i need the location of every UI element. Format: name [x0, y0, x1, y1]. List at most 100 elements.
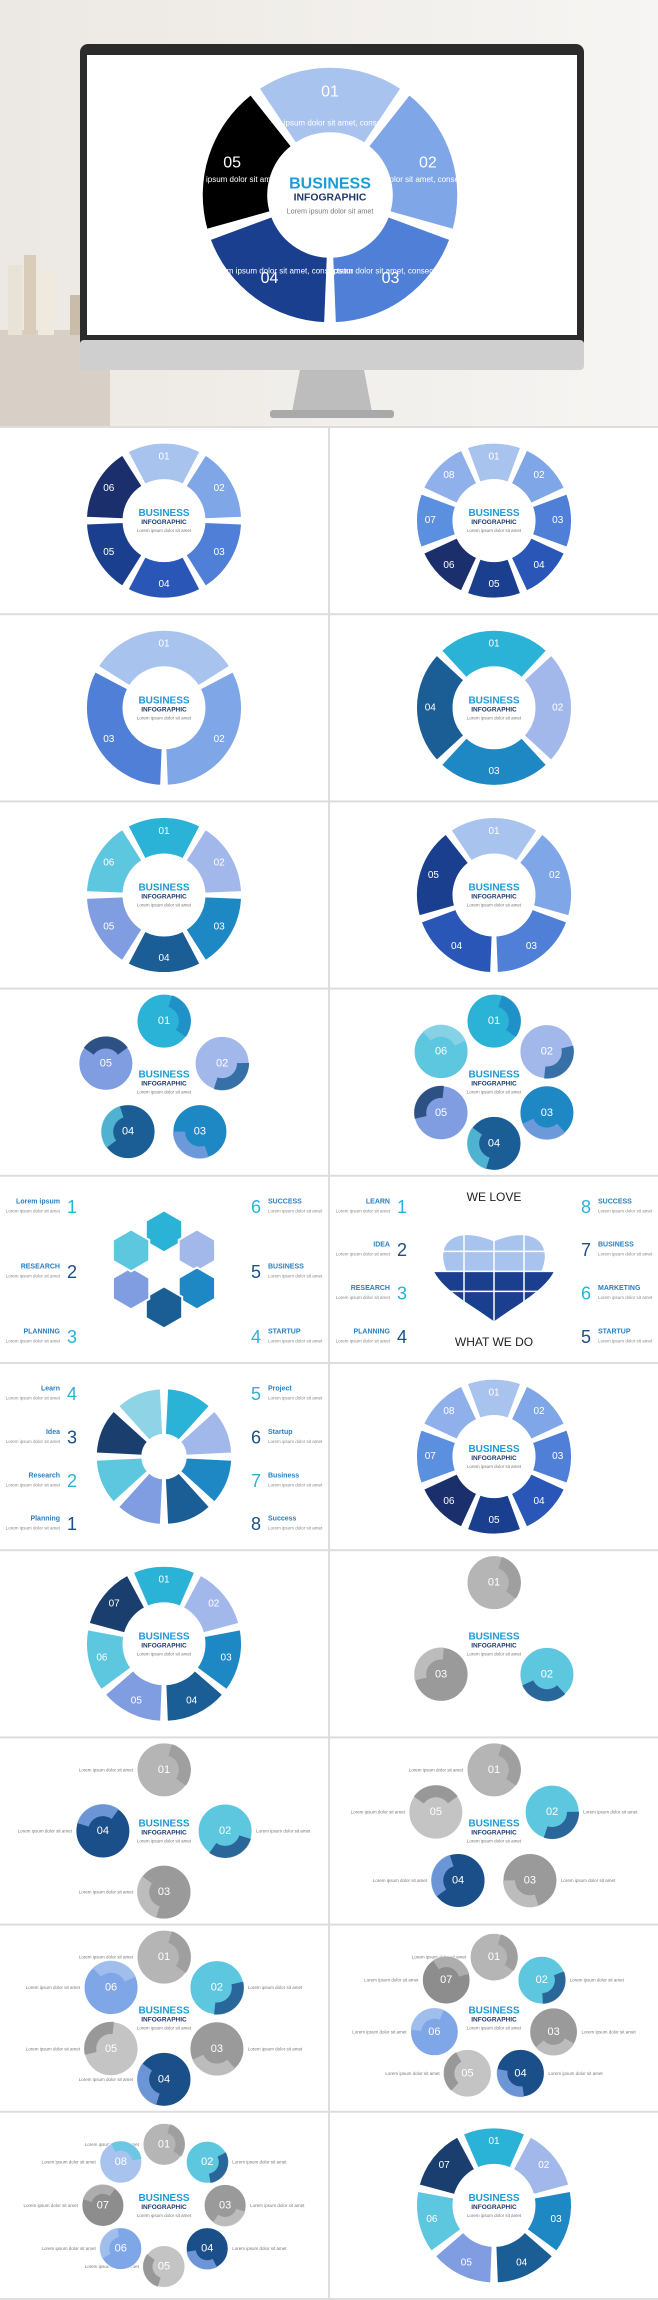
segment-number: 04	[516, 2257, 528, 2268]
item-number: 02	[546, 1806, 558, 1818]
item-text: Lorem ipsum dolor sit amet	[583, 1810, 638, 1815]
center-title: BUSINESS	[289, 175, 371, 192]
ring-segment	[525, 2190, 573, 2253]
book	[8, 265, 22, 335]
ring-segment	[85, 1628, 133, 1691]
segment-number: 02	[214, 734, 226, 745]
item-circle-half	[192, 2054, 236, 2076]
item-text: Lorem ipsum dolor sit amet	[79, 1955, 134, 1960]
segment-number: 01	[488, 2136, 500, 2147]
side-label: Startup	[268, 1429, 293, 1436]
item-text: Lorem ipsum dolor sit amet	[364, 1978, 419, 1983]
center-caption: Lorem ipsum dolor sit amet	[467, 1090, 522, 1095]
segment-number: 01	[158, 826, 170, 837]
side-text: Lorem ipsum dolor sit amet	[598, 1339, 653, 1344]
item-text: Lorem ipsum dolor sit amet	[373, 1878, 428, 1883]
side-text: Lorem ipsum dolor sit amet	[598, 1252, 653, 1257]
segment-number: 01	[158, 1575, 170, 1586]
book	[24, 255, 36, 335]
center-title: BUSINESS	[138, 2006, 189, 2017]
segment-number: 05	[103, 547, 115, 558]
ring-segment	[331, 215, 452, 324]
item-number: 01	[158, 1015, 170, 1027]
segment-number: 06	[443, 560, 455, 571]
item-text: Lorem ipsum dolor sit amet	[26, 1985, 81, 1990]
item-circle-half	[544, 1045, 574, 1079]
side-label: Success	[268, 1516, 297, 1523]
side-text: Lorem ipsum dolor sit amet	[6, 1339, 61, 1344]
item-circle-half	[214, 1981, 244, 2015]
item-text: Lorem ipsum dolor sit amet	[409, 1767, 464, 1772]
slide	[0, 1364, 328, 1550]
segment-number: 07	[109, 1599, 121, 1610]
item-number: 01	[488, 1577, 500, 1589]
item-circle-half	[84, 2021, 114, 2055]
side-label: Learn	[41, 1386, 60, 1393]
side-number: 3	[67, 1327, 77, 1347]
segment-number: 05	[488, 579, 500, 590]
side-text: Lorem ipsum dolor sit amet	[598, 1295, 653, 1300]
ring-segment	[126, 816, 202, 860]
side-number: 1	[67, 1514, 77, 1534]
ring-segment	[531, 492, 573, 549]
item-number: 03	[211, 2043, 223, 2055]
side-label: SUCCESS	[268, 1198, 302, 1205]
item-number: 02	[536, 1974, 548, 1986]
center-subtitle: INFOGRAPHIC	[471, 894, 517, 901]
ring-segment	[510, 1384, 566, 1441]
item-circle-half	[137, 1876, 160, 1918]
petal	[95, 1410, 149, 1457]
center-caption: Lorem ipsum dolor sit amet	[467, 903, 522, 908]
side-label: BUSINESS	[598, 1242, 634, 1249]
center-title: BUSINESS	[468, 2193, 519, 2204]
side-text: Lorem ipsum dolor sit amet	[268, 1396, 323, 1401]
side-number: 2	[397, 1240, 407, 1260]
center-subtitle: INFOGRAPHIC	[471, 2017, 517, 2024]
item-number: 06	[115, 2243, 127, 2255]
segment-number: 02	[552, 702, 564, 713]
ring-segment	[126, 930, 202, 974]
item-circle-half	[101, 1105, 124, 1148]
segment-text: Lorem ipsum dolor sit amet, consectetur	[181, 175, 324, 184]
item-text: Lorem ipsum dolor sit amet	[256, 1829, 311, 1834]
item-circle-half	[432, 1956, 470, 1977]
side-number: 1	[67, 1197, 77, 1217]
side-text: Lorem ipsum dolor sit amet	[336, 1295, 391, 1300]
center-caption: Lorem ipsum dolor sit amet	[137, 1839, 192, 1844]
ring-segment	[415, 832, 470, 917]
item-text: Lorem ipsum dolor sit amet	[385, 2071, 440, 2076]
item-number: 04	[201, 2243, 213, 2255]
item-circle-half	[431, 1854, 454, 1897]
side-label: PLANNING	[23, 1329, 60, 1336]
item-circle-half	[496, 2068, 525, 2098]
center-caption: Lorem ipsum dolor sit amet	[467, 1651, 522, 1656]
item-text: Lorem ipsum dolor sit amet	[232, 2160, 287, 2165]
item-text: Lorem ipsum dolor sit amet	[232, 2246, 287, 2251]
item-circle-half	[172, 1131, 209, 1159]
center-caption: Lorem ipsum dolor sit amet	[137, 528, 192, 533]
center-caption: Lorem ipsum dolor sit amet	[137, 903, 192, 908]
item-circle-half	[110, 2141, 142, 2161]
segment-number: 07	[425, 1451, 437, 1462]
segment-number: 03	[103, 734, 115, 745]
side-text: Lorem ipsum dolor sit amet	[268, 1339, 323, 1344]
side-text: Lorem ipsum dolor sit amet	[6, 1208, 61, 1213]
side-text: Lorem ipsum dolor sit amet	[336, 1252, 391, 1257]
center-caption: Lorem ipsum dolor sit amet	[137, 715, 192, 720]
item-number: 01	[488, 1951, 500, 1963]
center-title: BUSINESS	[468, 1070, 519, 1081]
segment-number: 04	[533, 560, 545, 571]
ring-segment	[184, 895, 243, 962]
ring-segment	[422, 448, 478, 505]
segment-number: 04	[186, 1696, 198, 1707]
item-number: 02	[541, 1046, 553, 1058]
ring-segment	[164, 670, 243, 787]
item-circle-half	[168, 1931, 192, 1973]
ring-segment	[367, 93, 459, 231]
segment-number: 04	[158, 579, 170, 590]
petal	[95, 1456, 149, 1503]
item-number: 01	[158, 2138, 170, 2150]
petal	[117, 1472, 164, 1526]
ring-segment	[87, 1574, 146, 1635]
item-number: 06	[428, 2026, 440, 2038]
